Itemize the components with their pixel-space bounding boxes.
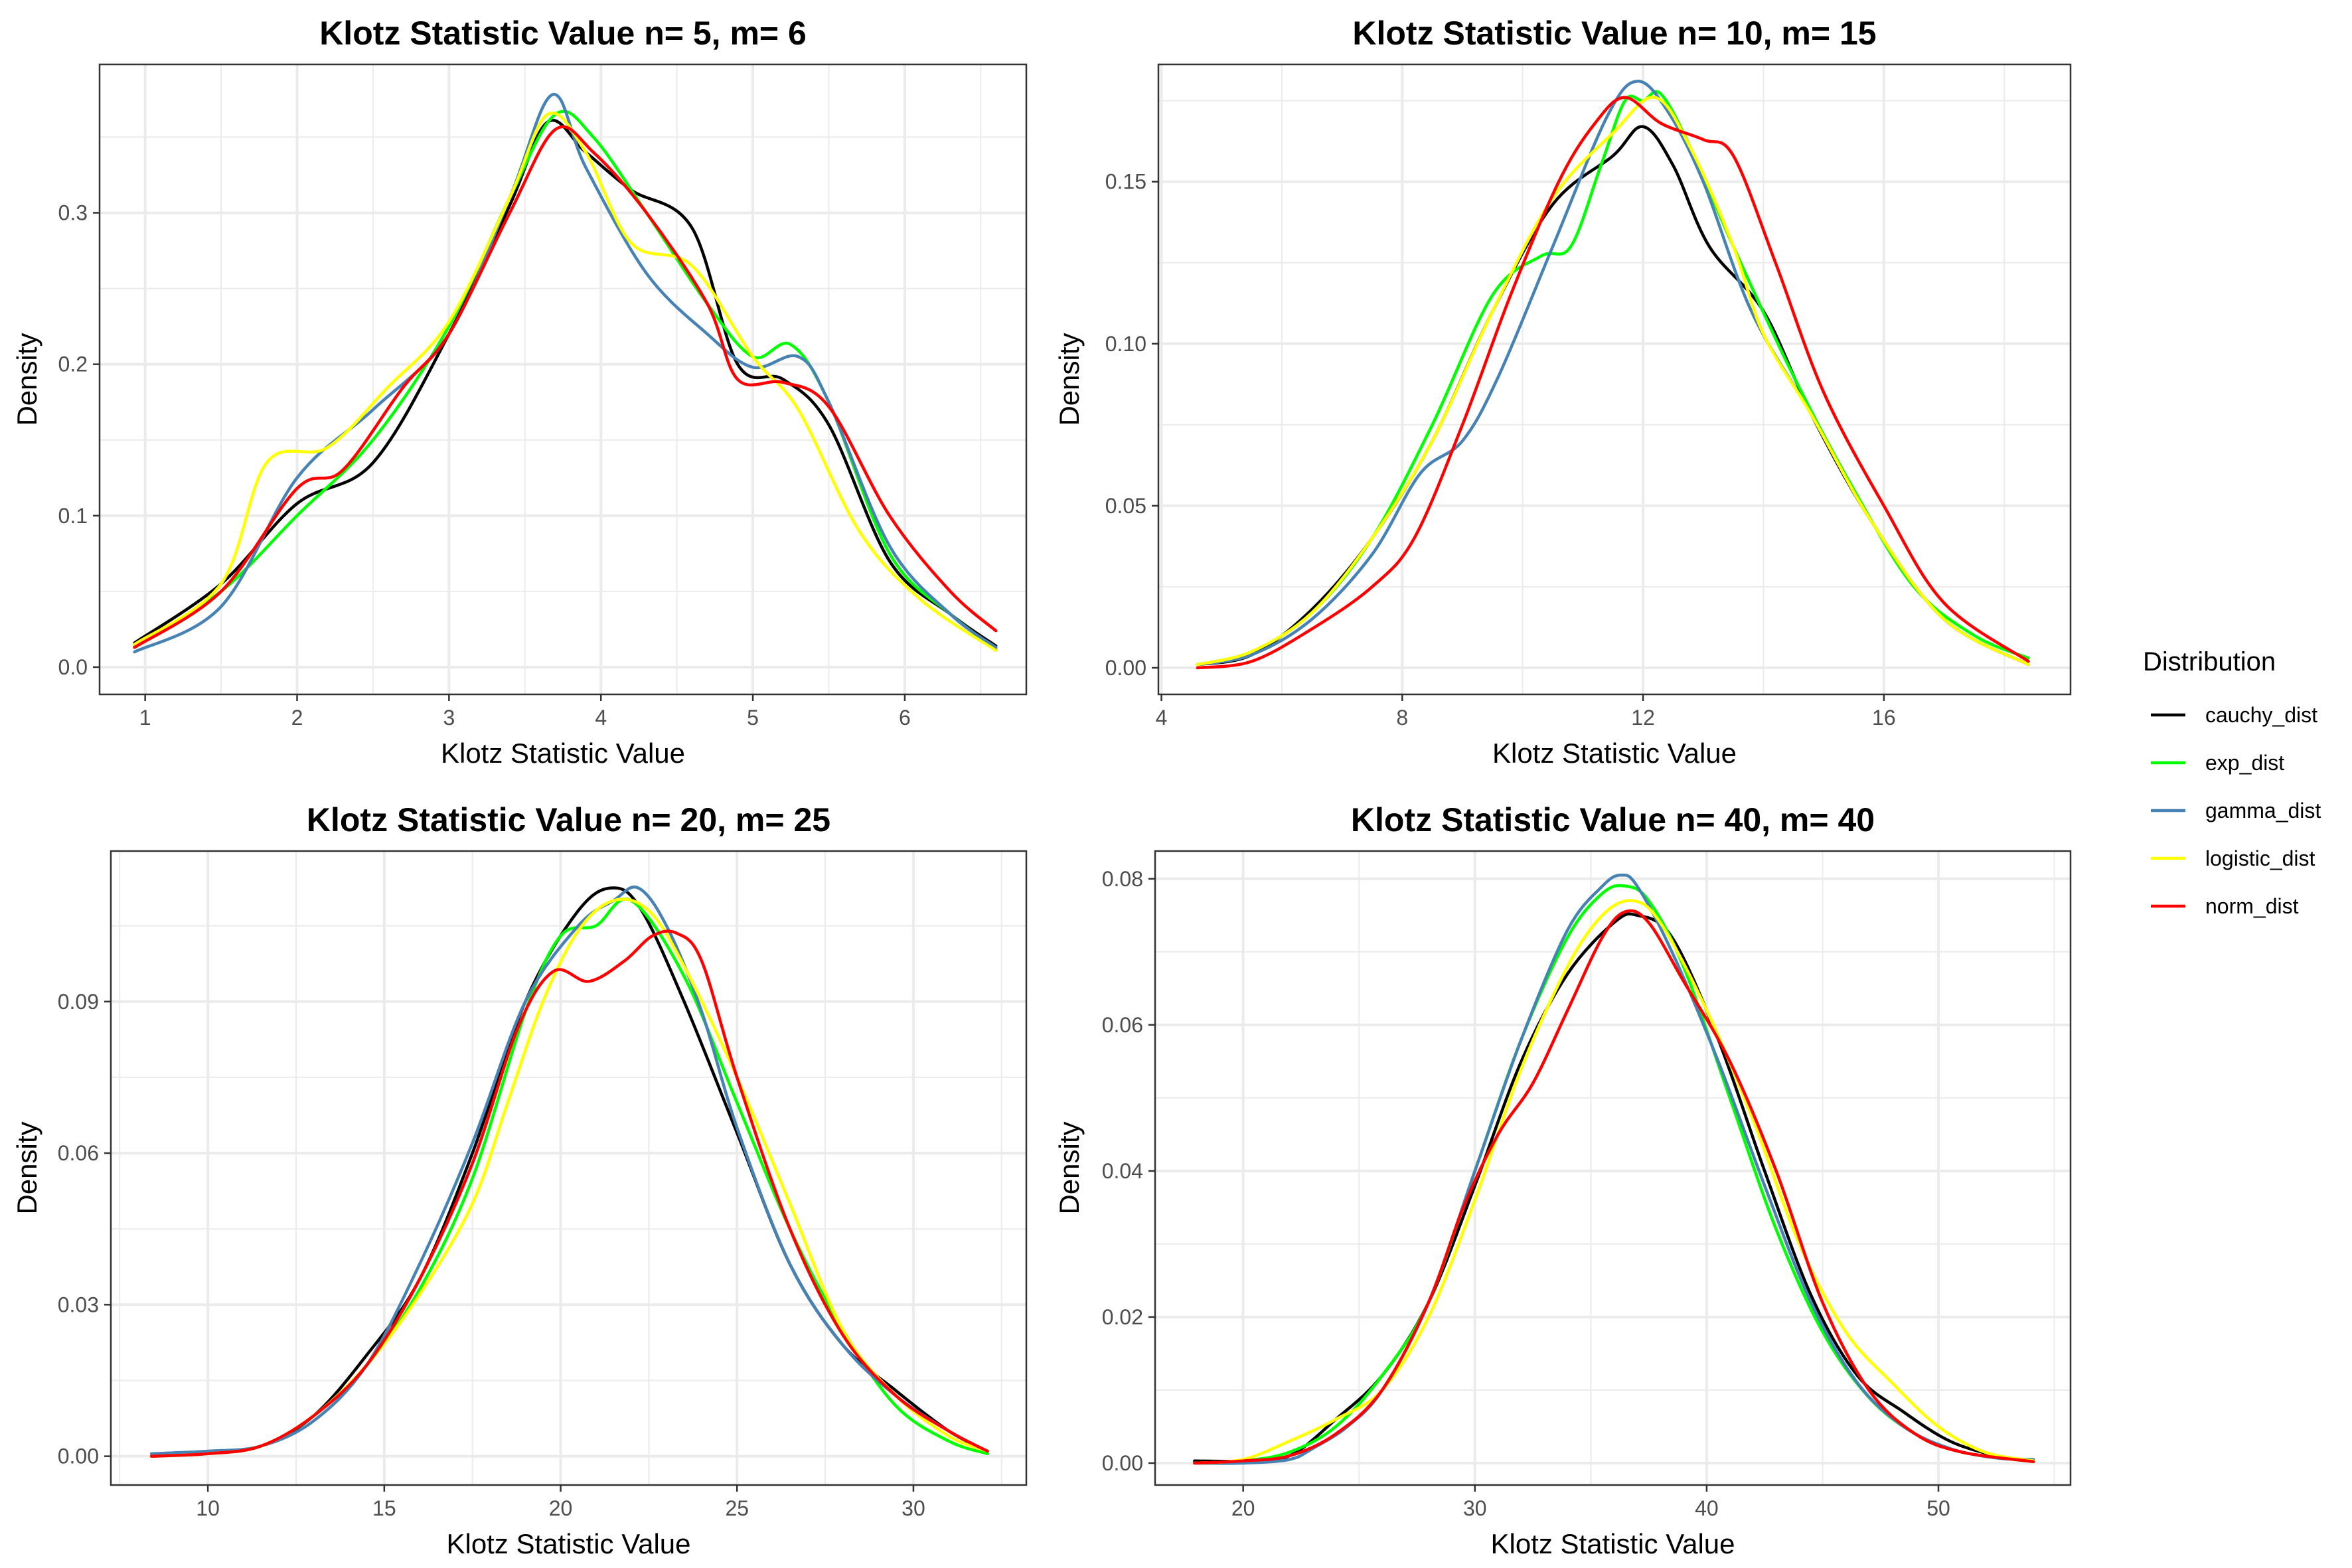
x-axis-title: Klotz Statistic Value bbox=[441, 738, 685, 769]
x-tick-label: 12 bbox=[1631, 706, 1655, 730]
legend-item-cauchy_dist: cauchy_dist bbox=[2151, 703, 2317, 727]
x-axis-title: Klotz Statistic Value bbox=[1492, 738, 1737, 769]
plot-background bbox=[1158, 64, 2071, 694]
x-tick-label: 6 bbox=[899, 706, 911, 730]
x-tick-label: 10 bbox=[196, 1496, 220, 1520]
series-group bbox=[1193, 873, 2035, 1465]
legend-label: logistic_dist bbox=[2205, 846, 2315, 870]
series-line-norm_dist bbox=[133, 125, 998, 649]
y-axis-title: Density bbox=[11, 333, 42, 426]
chart-title: Klotz Statistic Value n= 20, m= 25 bbox=[307, 801, 830, 838]
y-tick-label: 0.09 bbox=[58, 990, 99, 1014]
x-axis-title: Klotz Statistic Value bbox=[1490, 1528, 1735, 1559]
y-tick-label: 0.3 bbox=[58, 201, 88, 225]
series-line-norm_dist bbox=[1193, 909, 2035, 1465]
y-tick-label: 0.08 bbox=[1102, 867, 1143, 891]
series-line-logistic_dist bbox=[1193, 899, 2035, 1465]
legend-item-norm_dist: norm_dist bbox=[2151, 894, 2299, 918]
x-tick-label: 8 bbox=[1396, 706, 1408, 730]
x-tick-label: 16 bbox=[1872, 706, 1896, 730]
x-tick-label: 4 bbox=[595, 706, 607, 730]
gridlines bbox=[1158, 64, 2071, 694]
y-tick-label: 0.1 bbox=[58, 504, 88, 528]
series-line-cauchy_dist bbox=[133, 119, 998, 648]
y-tick-label: 0.2 bbox=[58, 353, 88, 376]
x-tick-label: 5 bbox=[747, 706, 759, 730]
x-tick-label: 15 bbox=[372, 1496, 396, 1520]
gridlines bbox=[100, 64, 1026, 694]
chart-panel-4: 20 30 40 50 0.00 0.02 0.04 0.06 0.08 Klotz Statis… bbox=[1054, 801, 2072, 1559]
chart-panel-2: 4 8 12 16 0.00 0.05 0.10 0.15 Klotz Statistic Va… bbox=[1054, 15, 2072, 769]
gridlines bbox=[1155, 851, 2071, 1485]
legend: Distribution cauchy_dist exp_dist gamma_di… bbox=[2143, 647, 2321, 918]
y-tick-label: 0.00 bbox=[1102, 1451, 1143, 1475]
plot-border bbox=[1157, 63, 2072, 696]
series-line-logistic_dist bbox=[133, 112, 998, 653]
legend-item-exp_dist: exp_dist bbox=[2151, 751, 2284, 775]
axes: 20 30 40 50 0.00 0.02 0.04 0.06 0.08 bbox=[1102, 867, 1950, 1520]
plot-background bbox=[1155, 851, 2071, 1485]
x-tick-label: 1 bbox=[139, 706, 151, 730]
y-tick-label: 0.03 bbox=[58, 1293, 99, 1316]
x-tick-label: 2 bbox=[291, 706, 303, 730]
y-tick-label: 0.10 bbox=[1105, 332, 1146, 356]
chart-title: Klotz Statistic Value n= 10, m= 15 bbox=[1352, 15, 1876, 52]
x-tick-label: 20 bbox=[549, 1496, 573, 1520]
axes: 10 15 20 25 30 0.00 0.03 0.06 0.09 bbox=[58, 990, 925, 1520]
y-axis-title: Density bbox=[1054, 1121, 1085, 1214]
legend-items: cauchy_dist exp_dist gamma_dist logistic_di… bbox=[2151, 703, 2321, 918]
y-tick-label: 0.06 bbox=[58, 1141, 99, 1165]
series-line-norm_dist bbox=[149, 929, 989, 1458]
x-tick-label: 50 bbox=[1926, 1496, 1950, 1520]
y-tick-label: 0.15 bbox=[1105, 170, 1146, 194]
series-group bbox=[149, 885, 989, 1458]
chart-title: Klotz Statistic Value n= 40, m= 40 bbox=[1351, 801, 1875, 838]
series-line-gamma_dist bbox=[133, 93, 998, 654]
plot-border bbox=[98, 63, 1028, 696]
y-tick-label: 0.06 bbox=[1102, 1013, 1143, 1037]
legend-label: norm_dist bbox=[2205, 894, 2299, 918]
y-tick-label: 0.00 bbox=[1105, 656, 1146, 680]
plot-border bbox=[110, 850, 1028, 1486]
plot-background bbox=[100, 64, 1026, 694]
chart-panel-1: 1 2 3 4 5 6 0.0 0.1 0.2 0.3 Klotz Statistic Value … bbox=[11, 15, 1028, 769]
legend-item-logistic_dist: logistic_dist bbox=[2151, 846, 2315, 870]
x-tick-label: 30 bbox=[902, 1496, 925, 1520]
x-tick-label: 40 bbox=[1695, 1496, 1719, 1520]
x-tick-label: 25 bbox=[725, 1496, 749, 1520]
y-tick-label: 0.02 bbox=[1102, 1305, 1143, 1329]
series-group bbox=[1196, 80, 2030, 670]
legend-item-gamma_dist: gamma_dist bbox=[2151, 799, 2321, 823]
y-axis-title: Density bbox=[11, 1121, 42, 1214]
axes: 4 8 12 16 0.00 0.05 0.10 0.15 bbox=[1105, 170, 1896, 730]
y-tick-label: 0.04 bbox=[1102, 1159, 1143, 1183]
legend-label: gamma_dist bbox=[2205, 799, 2321, 823]
x-tick-label: 3 bbox=[443, 706, 455, 730]
y-tick-label: 0.05 bbox=[1105, 494, 1146, 518]
legend-label: exp_dist bbox=[2205, 751, 2284, 775]
series-group bbox=[133, 93, 998, 654]
chart-title: Klotz Statistic Value n= 5, m= 6 bbox=[319, 15, 807, 52]
x-tick-label: 4 bbox=[1156, 706, 1168, 730]
legend-label: cauchy_dist bbox=[2205, 703, 2317, 727]
y-tick-label: 0.00 bbox=[58, 1445, 99, 1468]
x-tick-label: 30 bbox=[1463, 1496, 1487, 1520]
legend-title: Distribution bbox=[2143, 647, 2276, 676]
y-axis-title: Density bbox=[1054, 333, 1085, 426]
y-tick-label: 0.0 bbox=[58, 655, 88, 679]
chart-panel-3: 10 15 20 25 30 0.00 0.03 0.06 0.09 Klotz Statisti… bbox=[11, 801, 1028, 1559]
series-line-norm_dist bbox=[1196, 96, 2030, 670]
axes: 1 2 3 4 5 6 0.0 0.1 0.2 0.3 bbox=[58, 201, 911, 730]
plot-border bbox=[1154, 850, 2072, 1486]
x-axis-title: Klotz Statistic Value bbox=[446, 1528, 690, 1559]
series-line-logistic_dist bbox=[1196, 96, 2030, 666]
x-tick-label: 20 bbox=[1231, 1496, 1255, 1520]
